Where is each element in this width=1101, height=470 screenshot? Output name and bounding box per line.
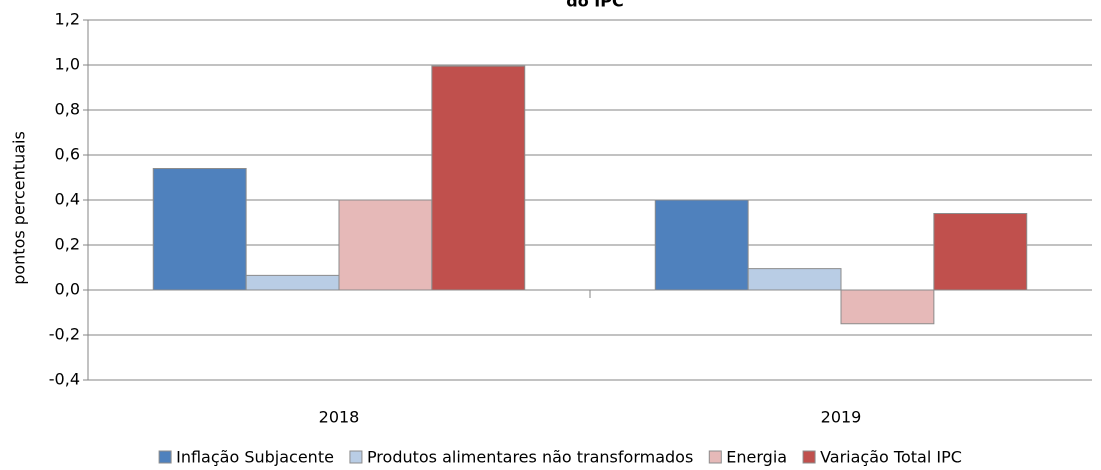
y-tick-label: 0,2 [55,235,80,254]
legend-label: Energia [726,448,787,467]
bar [840,289,935,325]
chart-title: do IPC [566,0,623,11]
legend-label: Produtos alimentares não transformados [367,448,693,467]
bar [747,268,842,291]
legend-swatch [158,450,172,464]
legend-label: Variação Total IPC [820,448,962,467]
y-tick-label: 1,2 [55,10,80,29]
legend: Inflação Subjacente Produtos alimentares … [158,448,962,467]
legend-swatch [349,450,363,464]
bar [431,65,526,291]
x-tick-label: 2019 [821,408,862,427]
legend-swatch [802,450,816,464]
y-tick-label: 0,8 [55,100,80,119]
bar [245,274,340,291]
legend-swatch [708,450,722,464]
y-tick-label: 0,6 [55,145,80,164]
y-axis-label: pontos percentuais [10,131,29,285]
y-tick-label: -0,4 [49,370,80,389]
bar [933,213,1028,291]
bar [152,168,247,291]
y-tick-label: 0,4 [55,190,80,209]
bar [338,199,433,291]
y-tick-label: 0,0 [55,280,80,299]
x-tick-label: 2018 [319,408,360,427]
legend-label: Inflação Subjacente [176,448,334,467]
y-tick-label: 1,0 [55,55,80,74]
y-tick-label: -0,2 [49,325,80,344]
bar [654,199,749,291]
